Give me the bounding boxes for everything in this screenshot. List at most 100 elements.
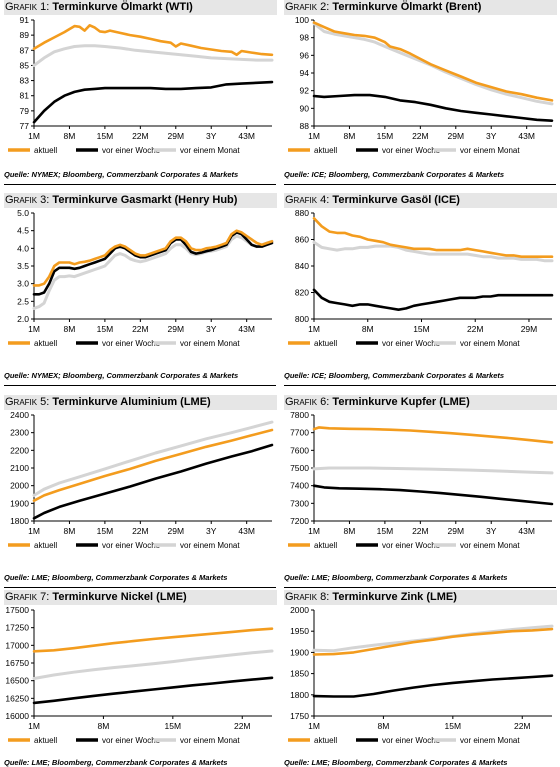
chart-title-text: Terminkurve Ölmarkt (WTI) bbox=[52, 1, 193, 13]
x-tick-label: 22M bbox=[132, 324, 149, 334]
y-tick-label: 16500 bbox=[5, 676, 29, 686]
series-line-aktuell bbox=[312, 627, 554, 656]
x-tick-label: 15M bbox=[377, 131, 394, 141]
y-tick-label: 7600 bbox=[290, 445, 309, 455]
legend-label: vor einer Woche bbox=[382, 736, 441, 745]
x-tick-label: 29M bbox=[448, 526, 465, 536]
legend-label: aktuell bbox=[314, 339, 337, 348]
y-tick-label: 98 bbox=[300, 33, 310, 43]
source-note: Quelle: ICE; Bloomberg, Commerzbank Corp… bbox=[284, 371, 505, 380]
y-tick-label: 7400 bbox=[290, 481, 309, 491]
legend-label: vor einem Monat bbox=[460, 146, 520, 155]
line-chart-henry-hub: 2.0 2.5 3.0 3.5 4.0 4.5 5.0 1M 8M 15M 22M 29M 3Y 43M a… bbox=[8, 208, 274, 348]
legend-label: vor einem Monat bbox=[460, 736, 520, 745]
legend-label: vor einer Woche bbox=[382, 541, 441, 550]
line-chart-zink: 1750 1800 1850 1900 1950 2000 1M 8M 15M 22M aktuel… bbox=[288, 605, 554, 745]
y-tick-label: 17500 bbox=[5, 605, 29, 615]
series-line-vor-einem-monat bbox=[312, 240, 554, 263]
x-tick-label: 29M bbox=[168, 324, 185, 334]
series-line-vor-einer-woche bbox=[312, 674, 554, 698]
x-tick-label: 3Y bbox=[486, 526, 497, 536]
x-tick-label: 43M bbox=[238, 526, 255, 536]
x-tick-label: 22M bbox=[132, 526, 149, 536]
y-tick-label: 2400 bbox=[10, 410, 29, 420]
series-line-vor-einem-monat bbox=[32, 234, 274, 310]
source-note: Quelle: LME; Bloomberg, Commerzbank Corp… bbox=[284, 758, 508, 767]
y-tick-label: 81 bbox=[20, 91, 30, 101]
y-tick-label: 820 bbox=[295, 288, 309, 298]
series-line-vor-einem-monat bbox=[32, 420, 274, 497]
y-tick-label: 2100 bbox=[10, 463, 29, 473]
x-tick-label: 8M bbox=[64, 131, 76, 141]
chart-title: Grafik 4: Terminkurve Gasöl (ICE) bbox=[284, 193, 557, 208]
x-tick-label: 3Y bbox=[486, 131, 497, 141]
chart-title-text: Terminkurve Gasöl (ICE) bbox=[332, 194, 460, 206]
y-tick-label: 880 bbox=[295, 208, 309, 218]
x-tick-label: 15M bbox=[97, 526, 114, 536]
legend-label: vor einer Woche bbox=[382, 146, 441, 155]
y-tick-label: 90 bbox=[300, 103, 310, 113]
chart-title-prefix: Grafik 6: bbox=[285, 396, 330, 408]
y-tick-label: 1800 bbox=[10, 516, 29, 526]
x-tick-label: 15M bbox=[413, 324, 430, 334]
legend-label: vor einer Woche bbox=[102, 736, 161, 745]
y-tick-label: 4.0 bbox=[17, 243, 29, 253]
series-line-aktuell bbox=[32, 428, 274, 502]
x-tick-label: 15M bbox=[445, 721, 462, 731]
line-chart-aluminium: 1800 1900 2000 2100 2200 2300 2400 1M 8M 15M 22M 29… bbox=[8, 410, 274, 550]
chart-title-text: Terminkurve Zink (LME) bbox=[332, 591, 457, 603]
x-tick-label: 1M bbox=[308, 721, 320, 731]
y-tick-label: 2000 bbox=[10, 481, 29, 491]
x-tick-label: 29M bbox=[168, 526, 185, 536]
legend-label: aktuell bbox=[34, 146, 57, 155]
line-chart-wti: 77 79 81 83 85 87 89 91 1M 8M 15M 22M 29M 3Y 43M aktuel… bbox=[8, 15, 274, 155]
source-note: Quelle: NYMEX; Bloomberg, Commerzbank Co… bbox=[4, 170, 239, 179]
x-tick-label: 22M bbox=[132, 131, 149, 141]
x-tick-label: 1M bbox=[308, 526, 320, 536]
x-tick-label: 22M bbox=[412, 131, 429, 141]
y-tick-label: 2200 bbox=[10, 445, 29, 455]
series-line-vor-einer-woche bbox=[312, 93, 554, 122]
y-tick-label: 2000 bbox=[290, 605, 309, 615]
line-chart-brent: 88 90 92 94 96 98 100 1M 8M 15M 22M 29M 3Y 43M aktuell… bbox=[288, 15, 554, 155]
series-line-aktuell bbox=[312, 426, 554, 444]
series-line-vor-einer-woche bbox=[32, 443, 274, 520]
series-line-vor-einer-woche bbox=[312, 484, 554, 506]
y-tick-label: 1800 bbox=[290, 690, 309, 700]
x-tick-label: 1M bbox=[28, 131, 40, 141]
chart-title-prefix: Grafik 1: bbox=[5, 1, 50, 13]
y-tick-label: 5.0 bbox=[17, 208, 29, 218]
series-line-aktuell bbox=[312, 21, 554, 102]
y-tick-label: 2.0 bbox=[17, 314, 29, 324]
x-tick-label: 8M bbox=[344, 526, 356, 536]
y-tick-label: 88 bbox=[300, 121, 310, 131]
chart-title: Grafik 7: Terminkurve Nickel (LME) bbox=[4, 590, 277, 605]
y-tick-label: 100 bbox=[295, 15, 309, 25]
y-tick-label: 85 bbox=[20, 60, 30, 70]
legend-label: aktuell bbox=[314, 736, 337, 745]
legend-label: aktuell bbox=[34, 736, 57, 745]
series-line-vor-einem-monat bbox=[312, 466, 554, 475]
chart-title-prefix: Grafik 5: bbox=[5, 396, 50, 408]
source-note: Quelle: LME; Bloomberg, Commerzbank Corp… bbox=[4, 758, 228, 767]
x-tick-label: 8M bbox=[64, 324, 76, 334]
chart-title: Grafik 2: Terminkurve Ölmarkt (Brent) bbox=[284, 0, 557, 15]
separator bbox=[4, 587, 276, 588]
y-tick-label: 1850 bbox=[290, 669, 309, 679]
y-tick-label: 91 bbox=[20, 15, 30, 25]
y-tick-label: 16750 bbox=[5, 658, 29, 668]
y-tick-label: 7800 bbox=[290, 410, 309, 420]
line-chart-nickel: 16000 16250 16500 16750 17000 17250 17500 1M 8M 1… bbox=[5, 605, 274, 745]
source-note: Quelle: NYMEX; Bloomberg, Commerzbank Co… bbox=[4, 371, 239, 380]
chart-title: Grafik 6: Terminkurve Kupfer (LME) bbox=[284, 395, 557, 410]
x-tick-label: 8M bbox=[362, 324, 374, 334]
x-tick-label: 3Y bbox=[206, 324, 217, 334]
x-tick-label: 43M bbox=[238, 131, 255, 141]
x-tick-label: 1M bbox=[308, 324, 320, 334]
y-tick-label: 3.5 bbox=[17, 261, 29, 271]
x-tick-label: 43M bbox=[518, 131, 535, 141]
x-tick-label: 22M bbox=[234, 721, 251, 731]
separator bbox=[4, 184, 276, 185]
legend-label: vor einer Woche bbox=[102, 541, 161, 550]
x-tick-label: 22M bbox=[514, 721, 531, 731]
